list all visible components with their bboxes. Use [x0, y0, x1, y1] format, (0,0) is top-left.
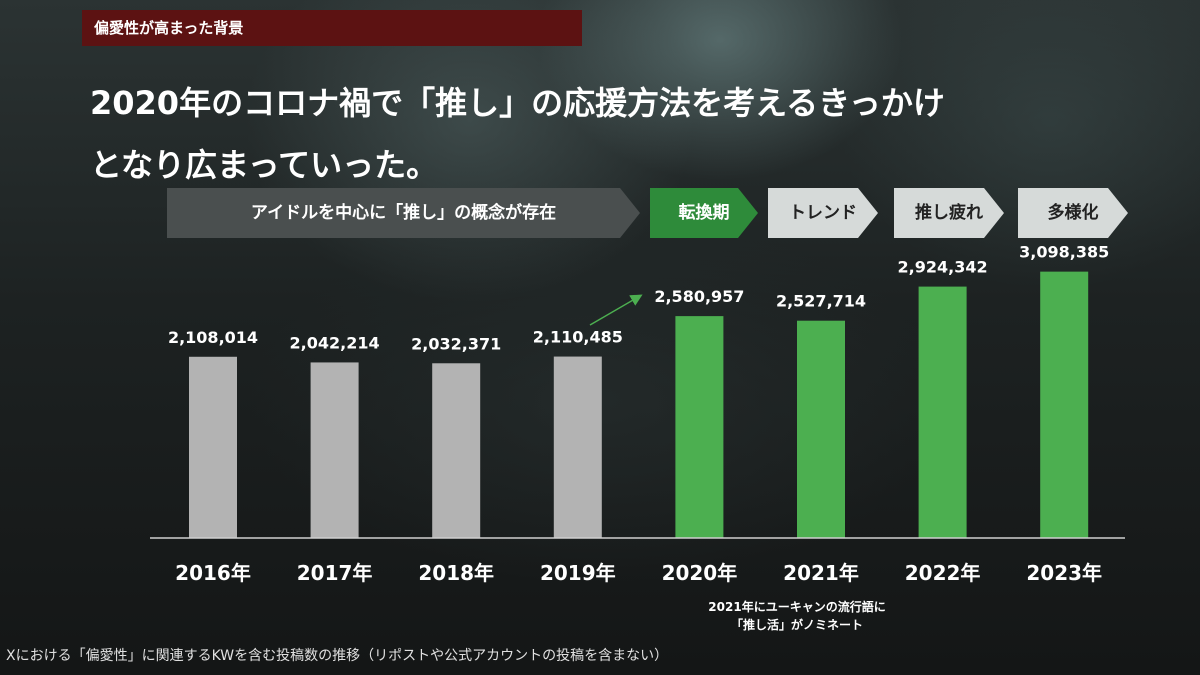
bar-1 — [310, 362, 359, 538]
bar-2 — [432, 363, 481, 538]
headline-line-1: 2020年のコロナ禍で「推し」の応援方法を考えるきっかけ — [90, 84, 945, 122]
annotation-line-2: 「推し活」がノミネート — [731, 617, 863, 632]
bar-7 — [1040, 271, 1089, 538]
category-label-7: 2023年 — [1026, 561, 1102, 585]
section-label: 偏愛性が高まった背景 — [82, 10, 582, 46]
footnote: Xにおける「偏愛性」に関連するKWを含む投稿数の推移（リポストや公式アカウントの… — [6, 648, 669, 664]
value-label-2: 2,032,371 — [411, 334, 501, 353]
category-label-2: 2018年 — [418, 561, 494, 585]
category-label-3: 2019年 — [540, 561, 616, 585]
value-label-4: 2,580,957 — [654, 287, 744, 306]
value-label-0: 2,108,014 — [168, 328, 258, 347]
annotation-line-1: 2021年にユーキャンの流行語に — [708, 599, 885, 614]
category-label-0: 2016年 — [175, 561, 251, 585]
bar-0 — [189, 356, 237, 538]
category-label-4: 2020年 — [662, 561, 738, 585]
phase-fatigue: 推し疲れ — [894, 188, 1004, 238]
bar-5 — [797, 320, 845, 538]
value-label-7: 3,098,385 — [1019, 243, 1109, 262]
phase-idol-concept: アイドルを中心に「推し」の概念が存在 — [167, 188, 640, 238]
phase-trend: トレンド — [768, 188, 878, 238]
headline: 2020年のコロナ禍で「推し」の応援方法を考えるきっかけ となり広まっていった。 — [90, 72, 1090, 196]
category-label-6: 2022年 — [905, 561, 981, 585]
phase-transition: 転換期 — [650, 188, 758, 238]
bar-4 — [675, 316, 724, 538]
value-label-3: 2,110,485 — [533, 328, 623, 347]
value-label-6: 2,924,342 — [898, 258, 988, 277]
bar-6 — [918, 286, 967, 538]
phase-diversification: 多様化 — [1018, 188, 1128, 238]
category-label-5: 2021年 — [783, 561, 859, 585]
value-label-5: 2,527,714 — [776, 292, 866, 311]
value-label-1: 2,042,214 — [290, 333, 380, 352]
category-label-1: 2017年 — [297, 561, 373, 585]
bar-3 — [553, 356, 602, 538]
headline-line-2: となり広まっていった。 — [90, 146, 439, 184]
trend-arrow — [589, 294, 643, 326]
